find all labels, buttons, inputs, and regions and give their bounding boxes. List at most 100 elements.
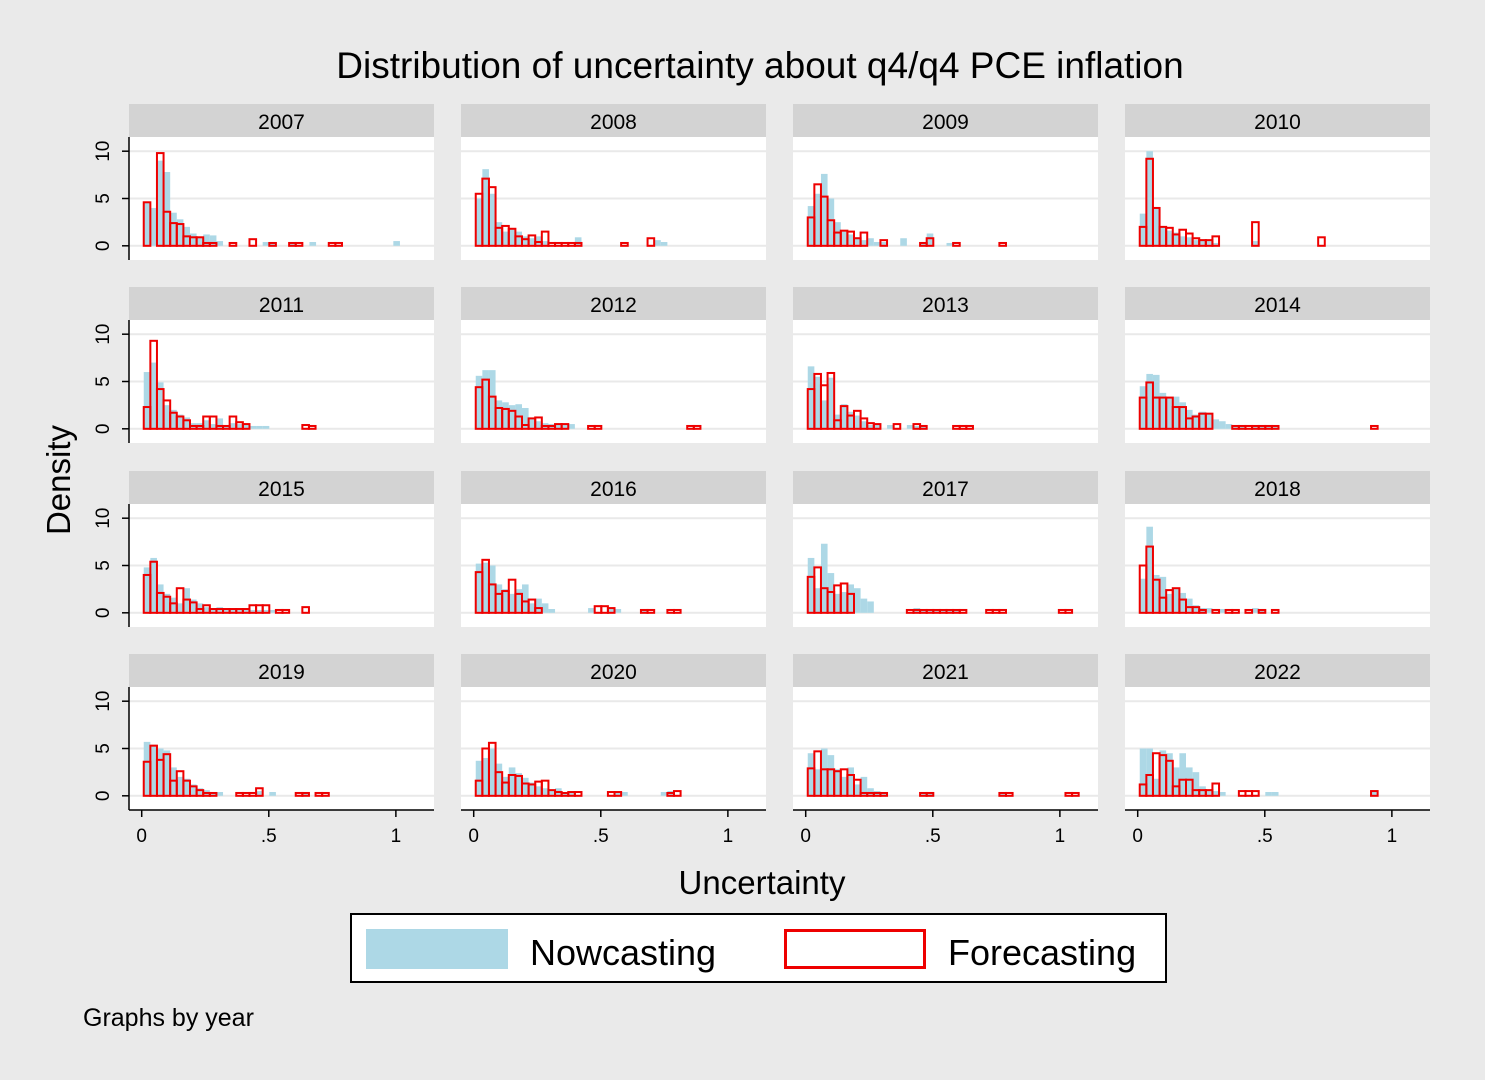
forecasting-bar	[606, 607, 616, 614]
nowcasting-bar	[820, 543, 828, 613]
panel-label-2007: 2007	[258, 111, 305, 134]
nowcasting-bar	[522, 236, 529, 246]
nowcasting-bar	[1192, 414, 1200, 429]
nowcasting-bar	[522, 777, 529, 796]
nowcasting-bar	[183, 417, 190, 429]
nowcasting-bar	[203, 420, 210, 429]
nowcasting-bar	[262, 609, 270, 613]
nowcasting-bar	[854, 237, 861, 246]
nowcasting-bar	[854, 784, 861, 796]
nowcasting-bar	[262, 242, 270, 246]
nowcasting-bar	[209, 235, 217, 246]
nowcasting-bar	[840, 404, 848, 429]
forecasting-bar	[1204, 412, 1214, 430]
nowcasting-bar	[840, 591, 848, 613]
nowcasting-bar	[854, 588, 861, 613]
nowcasting-bar	[588, 608, 595, 613]
nowcasting-bar	[1186, 598, 1193, 613]
nowcasting-bar	[827, 755, 835, 796]
forecasting-bar	[307, 424, 317, 430]
nowcasting-bar	[163, 750, 171, 796]
panel-strip-2019	[129, 654, 434, 687]
forecasting-bar	[692, 424, 702, 430]
nowcasting-bar	[1159, 576, 1167, 613]
nowcasting-bar	[1139, 386, 1147, 429]
nowcasting-bar	[1219, 421, 1226, 429]
nowcasting-bar	[1265, 425, 1272, 429]
x-tick-label: .5	[1257, 826, 1273, 847]
panel-strip-2015	[129, 471, 434, 504]
nowcasting-bar	[1172, 232, 1180, 246]
x-axis-label: Uncertainty	[679, 864, 846, 901]
nowcasting-bar	[488, 748, 496, 796]
panel-strip-2010	[1125, 104, 1430, 137]
forecasting-bar	[248, 238, 258, 247]
forecasting-bar	[573, 791, 583, 797]
forecasting-bar	[1270, 608, 1280, 614]
nowcasting-bar	[1205, 413, 1213, 429]
nowcasting-bar	[1205, 241, 1213, 246]
nowcasting-bar	[1265, 792, 1272, 796]
nowcasting-bar	[1252, 608, 1259, 613]
nowcasting-bar	[1219, 609, 1226, 613]
nowcasting-bar	[190, 784, 197, 796]
forecasting-bar	[182, 419, 191, 430]
panel-strip-2020	[461, 654, 766, 687]
nowcasting-bar	[548, 609, 556, 613]
nowcasting-bar	[827, 377, 835, 429]
nowcasting-bar	[515, 773, 522, 796]
nowcasting-bar	[541, 788, 549, 796]
nowcasting-bar	[1179, 753, 1186, 796]
nowcasting-bar	[216, 792, 224, 796]
nowcasting-bar	[1152, 574, 1160, 613]
nowcasting-bar	[847, 767, 854, 796]
panel-label-2022: 2022	[1254, 661, 1301, 684]
y-tick-label: 5	[93, 743, 114, 754]
nowcasting-bar	[495, 763, 503, 796]
y-tick-label: 5	[93, 376, 114, 387]
nowcasting-bar	[807, 206, 815, 246]
nowcasting-bar	[150, 744, 157, 796]
nowcasting-bar	[236, 609, 243, 613]
forecasting-bar	[646, 608, 656, 614]
nowcasting-bar	[190, 599, 197, 613]
forecasting-bar	[998, 241, 1007, 247]
forecasting-bar	[534, 416, 543, 430]
forecasting-bar	[321, 791, 330, 797]
nowcasting-bar	[1199, 411, 1206, 429]
graphs-note: Graphs by year	[83, 1004, 254, 1032]
nowcasting-bar	[528, 603, 536, 613]
forecasting-bar	[241, 423, 251, 430]
forecasting-bar	[208, 415, 218, 430]
forecasting-bar	[872, 423, 882, 430]
forecasting-bar	[672, 608, 682, 614]
y-tick-label: 0	[93, 241, 114, 252]
nowcasting-bar	[654, 240, 661, 246]
nowcasting-bar	[541, 603, 549, 613]
nowcasting-bar	[223, 425, 230, 429]
panel-label-2020: 2020	[590, 661, 637, 684]
nowcasting-bar	[156, 748, 164, 796]
nowcasting-bar	[262, 425, 270, 429]
nowcasting-bar	[176, 603, 184, 613]
nowcasting-bar	[256, 425, 263, 429]
nowcasting-bar	[176, 219, 184, 246]
forecasting-bar	[1231, 608, 1240, 614]
nowcasting-bar	[150, 557, 157, 613]
nowcasting-bar	[1146, 151, 1153, 246]
nowcasting-bar	[1146, 526, 1153, 613]
nowcasting-bar	[880, 242, 888, 246]
nowcasting-bar	[933, 609, 940, 613]
nowcasting-bar	[1192, 605, 1200, 613]
panel-label-2010: 2010	[1254, 111, 1301, 134]
nowcasting-bar	[820, 748, 828, 796]
forecasting-bar	[540, 230, 550, 247]
panel-label-2011: 2011	[259, 294, 304, 317]
forecasting-bar	[1151, 578, 1161, 614]
nowcasting-bar	[209, 608, 217, 613]
nowcasting-bar	[1179, 592, 1186, 613]
nowcasting-bar	[528, 419, 536, 429]
nowcasting-bar	[1166, 753, 1173, 796]
nowcasting-bar	[946, 609, 954, 613]
nowcasting-bar	[1252, 241, 1259, 246]
